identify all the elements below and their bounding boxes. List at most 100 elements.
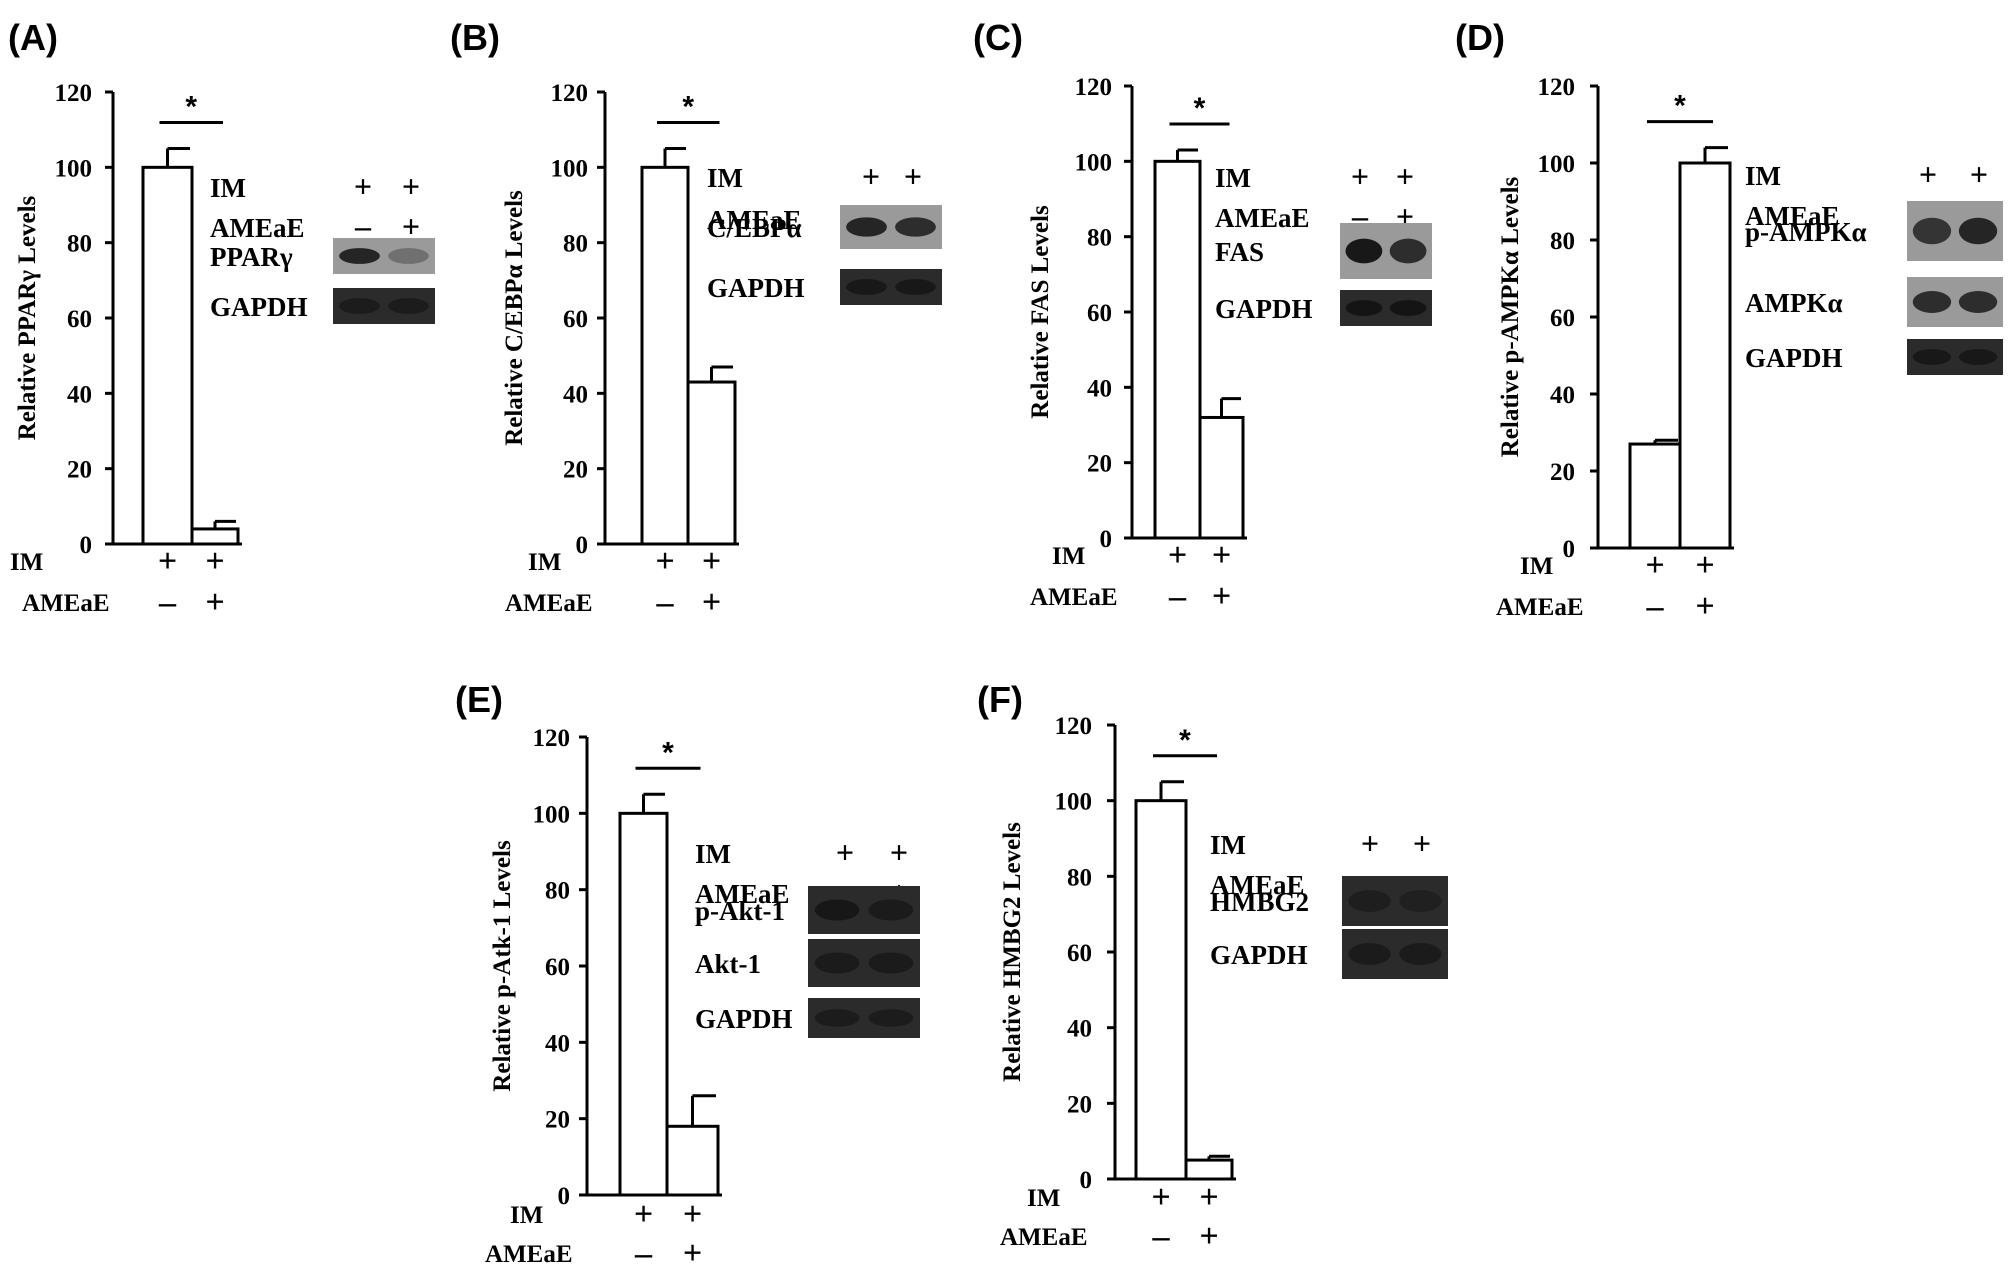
blot-row-label: HMBG2 bbox=[1210, 887, 1309, 917]
blot-row-label: GAPDH bbox=[210, 292, 308, 322]
condition-sign-im: + bbox=[1212, 537, 1231, 574]
bar bbox=[1184, 1158, 1234, 1181]
blot-row-label: GAPDH bbox=[695, 1004, 793, 1034]
blot-band bbox=[1399, 943, 1442, 965]
blot-band bbox=[1958, 291, 1998, 313]
blot-band bbox=[1958, 217, 1998, 245]
bar bbox=[640, 165, 690, 546]
condition-label-im: IM bbox=[1052, 543, 1085, 570]
bar bbox=[1678, 161, 1732, 550]
blot-label-ameae: AMEaE bbox=[695, 879, 790, 909]
condition-label-im: IM bbox=[10, 549, 43, 576]
y-axis-title: Relative FAS Levels bbox=[1027, 205, 1054, 419]
bar bbox=[618, 811, 669, 1197]
y-tick-label: 0 bbox=[576, 532, 589, 559]
y-tick-label: 60 bbox=[1550, 305, 1575, 332]
blot-label-ameae: AMEaE bbox=[1215, 203, 1310, 233]
blot-sign-im: + bbox=[890, 834, 908, 870]
condition-sign-im: + bbox=[655, 543, 674, 580]
condition-sign-im: + bbox=[205, 543, 224, 580]
y-tick-label: 120 bbox=[533, 725, 571, 752]
blot-band bbox=[868, 1009, 914, 1027]
y-tick-label: 20 bbox=[563, 457, 588, 484]
chart-panel-5: (E) 0 20 40 60 80 100 120 Relative p-Atk-1 Level… bbox=[455, 679, 920, 1272]
y-tick-label: 20 bbox=[1067, 1091, 1092, 1118]
blot-row-label: Akt-1 bbox=[695, 949, 761, 979]
condition-sign-ameae: – bbox=[634, 1235, 653, 1272]
chart-panel-1: (A) 0 20 40 60 80 100 120 Relative PPARγ Levels +… bbox=[8, 17, 435, 621]
blot-band bbox=[1912, 217, 1952, 245]
blot-row-label: PPARγ bbox=[210, 242, 293, 272]
y-tick-label: 100 bbox=[533, 801, 571, 828]
blot-row-label: FAS bbox=[1215, 237, 1264, 267]
condition-label-im: IM bbox=[1027, 1185, 1060, 1212]
blot-label-im: IM bbox=[1215, 163, 1251, 193]
y-tick-label: 40 bbox=[1087, 375, 1112, 402]
significance-star: * bbox=[1179, 724, 1191, 757]
y-axis-title: Relative PPARγ Levels bbox=[14, 195, 41, 440]
chart-panel-2: (B) 0 20 40 60 80 100 120 Relative C/EBPα Levels… bbox=[450, 17, 942, 621]
condition-sign-im: + bbox=[1199, 1179, 1218, 1216]
blot-sign-im: + bbox=[1919, 156, 1937, 192]
blot-label-ameae: AMEaE bbox=[707, 205, 802, 235]
blot-band bbox=[895, 217, 936, 237]
bar bbox=[1198, 415, 1245, 540]
blot-band bbox=[1345, 300, 1383, 316]
significance-star: * bbox=[1674, 90, 1686, 123]
blot-band bbox=[339, 248, 380, 264]
blot-band bbox=[846, 279, 887, 295]
blot-label-im: IM bbox=[695, 839, 731, 869]
y-tick-label: 120 bbox=[1055, 713, 1093, 740]
blot-sign-ameae: – bbox=[354, 208, 372, 244]
condition-sign-ameae: – bbox=[1152, 1218, 1171, 1255]
blot-band bbox=[388, 298, 429, 314]
blot-band bbox=[846, 217, 887, 237]
condition-sign-ameae: + bbox=[1199, 1218, 1218, 1255]
bar bbox=[1153, 159, 1202, 540]
condition-sign-ameae: – bbox=[1168, 578, 1187, 615]
blot-band bbox=[1389, 238, 1427, 264]
blot-label-im: IM bbox=[1210, 830, 1246, 860]
y-tick-label: 100 bbox=[1055, 789, 1093, 816]
blot-label-im: IM bbox=[707, 163, 743, 193]
y-tick-label: 20 bbox=[545, 1107, 570, 1134]
blot-band bbox=[1389, 300, 1427, 316]
condition-sign-ameae: – bbox=[158, 584, 177, 621]
y-tick-label: 40 bbox=[1067, 1016, 1092, 1043]
blot-row-label: p-AMPKα bbox=[1745, 217, 1867, 247]
y-tick-label: 0 bbox=[558, 1183, 571, 1210]
panel-label: (B) bbox=[450, 17, 500, 58]
significance-star: * bbox=[1194, 92, 1206, 125]
chart-panel-4: (D) 0 20 40 60 80 100 120 Relative p-AMPKα Level… bbox=[1455, 17, 2003, 625]
condition-sign-ameae: + bbox=[205, 584, 224, 621]
y-axis-title: Relative HMBG2 Levels bbox=[999, 822, 1026, 1082]
condition-label-ameae: AMEaE bbox=[1030, 584, 1118, 611]
significance-star: * bbox=[185, 91, 197, 124]
y-tick-label: 40 bbox=[67, 381, 92, 408]
condition-label-im: IM bbox=[510, 1202, 543, 1229]
y-tick-label: 60 bbox=[563, 306, 588, 333]
y-tick-label: 20 bbox=[1550, 459, 1575, 486]
blot-row-label: C/EBPα bbox=[707, 213, 802, 243]
blot-label-im: IM bbox=[1745, 161, 1781, 191]
y-tick-label: 40 bbox=[1550, 382, 1575, 409]
bar bbox=[1628, 442, 1682, 550]
blot-band bbox=[814, 952, 860, 974]
condition-sign-im: + bbox=[1168, 537, 1187, 574]
y-tick-label: 80 bbox=[1067, 864, 1092, 891]
condition-sign-im: + bbox=[158, 543, 177, 580]
condition-label-ameae: AMEaE bbox=[22, 590, 110, 617]
y-tick-label: 20 bbox=[1087, 451, 1112, 478]
blot-row-label: GAPDH bbox=[1210, 940, 1308, 970]
y-tick-label: 40 bbox=[545, 1030, 570, 1057]
blot-band bbox=[1348, 890, 1391, 912]
condition-label-ameae: AMEaE bbox=[1000, 1224, 1088, 1251]
condition-sign-ameae: – bbox=[1646, 588, 1665, 625]
blot-sign-im: + bbox=[1361, 825, 1379, 861]
panel-label: (E) bbox=[455, 679, 503, 720]
y-tick-label: 60 bbox=[1087, 300, 1112, 327]
y-tick-label: 80 bbox=[1087, 225, 1112, 252]
blot-band bbox=[1345, 238, 1383, 264]
